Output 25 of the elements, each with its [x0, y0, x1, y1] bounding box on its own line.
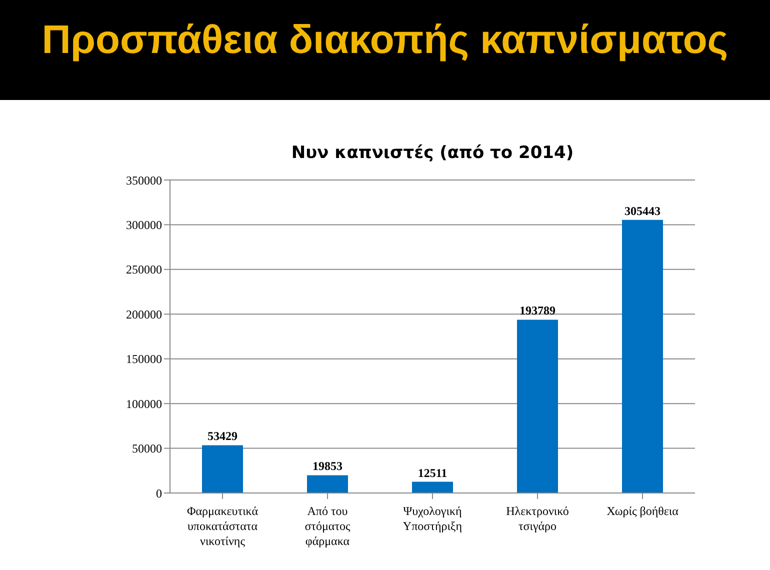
x-tick-label: Από του στόματος φάρμακα: [304, 504, 351, 548]
bar: [622, 220, 663, 493]
data-label: 305443: [624, 204, 660, 218]
bar: [412, 482, 453, 493]
y-tick-label: 350000: [126, 173, 162, 188]
chart-subtitle: Νυν καπνιστές (από το 2014): [290, 143, 575, 163]
x-tick-label: Χωρίς βοήθεια: [606, 504, 680, 518]
data-label: 53429: [208, 429, 238, 444]
data-label: 193789: [520, 304, 556, 318]
data-label: 12511: [418, 466, 448, 480]
y-tick-label: 250000: [126, 262, 162, 277]
x-tick-label: Φαρμακευτικά υποκατάστατα νικοτίνης: [186, 504, 259, 548]
y-tick-label: 150000: [126, 352, 162, 366]
y-tick-label: 50000: [132, 442, 162, 456]
bar: [517, 320, 558, 493]
bar: [202, 445, 243, 493]
chart-title: Προσπάθεια διακοπής καπνίσματος: [40, 18, 730, 63]
y-tick-label: 200000: [126, 307, 162, 322]
y-tick-label: 100000: [126, 396, 162, 411]
x-tick-label: Ψυχολογική Υποστήριξη: [402, 504, 462, 533]
bar: [307, 475, 348, 493]
data-label: 19853: [312, 459, 342, 474]
x-tick-label: Ηλεκτρονικό τσιγάρο: [506, 504, 569, 533]
y-tick-label: 0: [156, 486, 162, 500]
y-tick-label: 300000: [126, 218, 162, 232]
